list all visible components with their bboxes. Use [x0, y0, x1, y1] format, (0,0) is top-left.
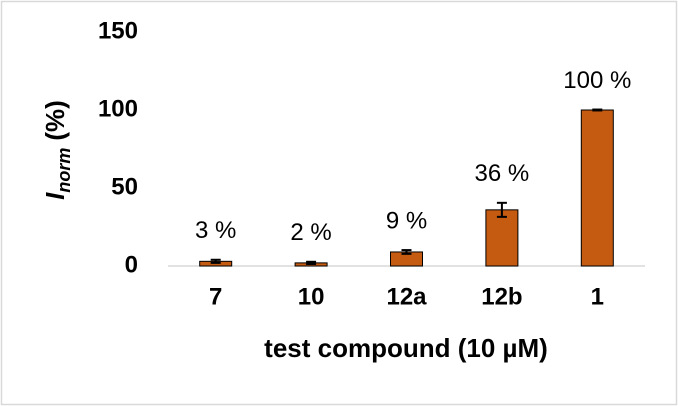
- error-bar: [401, 249, 412, 255]
- y-label-unit: (%): [40, 100, 70, 140]
- bar: [485, 209, 519, 267]
- value-label: 2 %: [290, 219, 331, 246]
- x-axis-label: test compound (10 µM): [264, 333, 548, 363]
- x-tick-label: 1: [591, 283, 604, 310]
- x-tick-label: 7: [209, 283, 222, 310]
- error-bar: [592, 108, 603, 112]
- y-axis-label: Inorm (%): [40, 100, 74, 200]
- y-label-main: I: [40, 192, 70, 200]
- bar: [580, 109, 614, 267]
- y-tick-label: 100: [98, 95, 138, 122]
- error-bar: [306, 260, 317, 265]
- y-tick-label: 0: [125, 251, 138, 278]
- value-label: 100 %: [563, 67, 631, 94]
- error-bar: [210, 258, 221, 264]
- x-tick-label: 10: [298, 283, 325, 310]
- value-label: 9 %: [386, 207, 427, 234]
- y-tick-label: 150: [98, 17, 138, 44]
- value-label: 36 %: [475, 160, 530, 187]
- x-tick-label: 12a: [386, 283, 427, 310]
- error-bar: [496, 201, 507, 218]
- x-tick-label: 12b: [481, 283, 522, 310]
- value-label: 3 %: [195, 217, 236, 244]
- y-label-sub: norm: [54, 148, 74, 193]
- y-tick-label: 50: [111, 173, 138, 200]
